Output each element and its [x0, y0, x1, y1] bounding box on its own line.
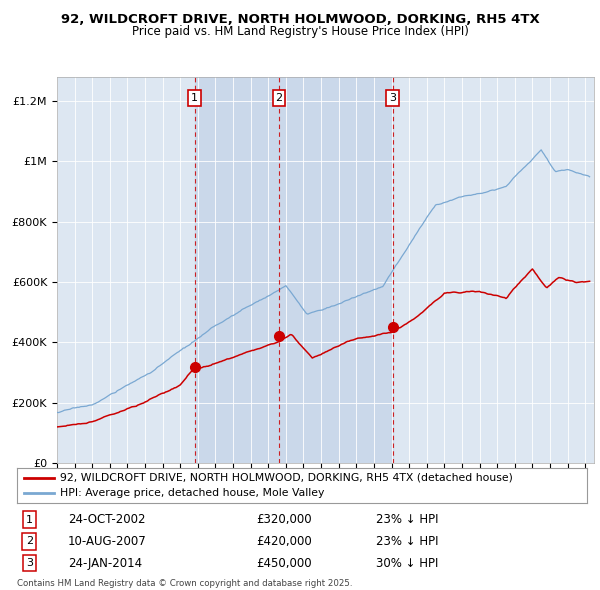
Bar — [194, 77, 393, 463]
Text: Contains HM Land Registry data © Crown copyright and database right 2025.
This d: Contains HM Land Registry data © Crown c… — [17, 579, 352, 590]
Text: HPI: Average price, detached house, Mole Valley: HPI: Average price, detached house, Mole… — [59, 489, 324, 499]
Text: 23% ↓ HPI: 23% ↓ HPI — [376, 513, 439, 526]
Text: 30% ↓ HPI: 30% ↓ HPI — [376, 556, 438, 569]
Text: 92, WILDCROFT DRIVE, NORTH HOLMWOOD, DORKING, RH5 4TX (detached house): 92, WILDCROFT DRIVE, NORTH HOLMWOOD, DOR… — [59, 473, 512, 483]
Text: 10-AUG-2007: 10-AUG-2007 — [68, 535, 147, 548]
Text: £450,000: £450,000 — [256, 556, 312, 569]
Text: 92, WILDCROFT DRIVE, NORTH HOLMWOOD, DORKING, RH5 4TX: 92, WILDCROFT DRIVE, NORTH HOLMWOOD, DOR… — [61, 13, 539, 26]
Text: £320,000: £320,000 — [256, 513, 312, 526]
Text: 24-OCT-2002: 24-OCT-2002 — [68, 513, 146, 526]
Text: £420,000: £420,000 — [256, 535, 312, 548]
Text: 24-JAN-2014: 24-JAN-2014 — [68, 556, 142, 569]
Text: 1: 1 — [26, 514, 33, 525]
Text: Price paid vs. HM Land Registry's House Price Index (HPI): Price paid vs. HM Land Registry's House … — [131, 25, 469, 38]
Text: 3: 3 — [389, 93, 396, 103]
Text: 23% ↓ HPI: 23% ↓ HPI — [376, 535, 439, 548]
Text: 2: 2 — [26, 536, 33, 546]
Text: 2: 2 — [275, 93, 283, 103]
Text: 1: 1 — [191, 93, 198, 103]
Text: 3: 3 — [26, 558, 33, 568]
